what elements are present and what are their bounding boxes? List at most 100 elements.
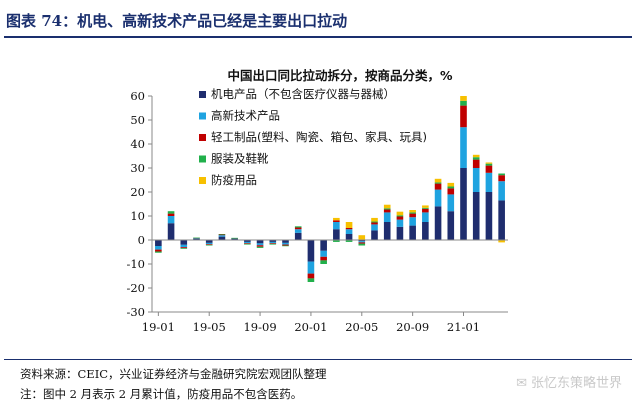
bar-segment [485,172,493,192]
bar-segment [434,178,442,183]
bars [155,96,505,282]
legend-label: 高新技术产品 [211,109,280,123]
bar-segment [205,242,213,245]
bar-segment [472,159,480,168]
bar-segment [282,242,289,245]
y-tick-label: -30 [126,305,145,319]
bar-segment [396,219,404,227]
bar-segment [383,209,391,213]
bar-segment [244,241,251,244]
bar-segment [422,212,429,222]
bar-segment [383,208,391,210]
bar-segment [193,237,200,239]
bar-segment [383,222,391,240]
bar-segment [396,211,404,216]
bar-segment [155,251,162,253]
y-tick-label: -20 [126,281,145,295]
bar-segment [218,235,226,237]
bar-segment [485,163,493,166]
bar-segment [307,273,315,279]
bar-segment [205,244,213,245]
source-note: 资料来源：CEIC，兴业证券经济与金融研究院宏观团队整理 [20,367,327,381]
y-tick-label: 60 [130,89,145,103]
bar-segment [244,243,251,245]
bar-segment [447,211,455,240]
bar-segment [320,256,327,261]
bar-segment [409,225,416,240]
bar-segment [422,205,429,208]
title-rule [4,36,632,38]
bar-segment [294,226,302,228]
bar-segment [180,248,188,249]
bar-segment [282,244,289,246]
bar-segment [434,189,442,207]
bar-segment [460,100,467,106]
bar-segment [371,221,378,223]
bar-segment [180,244,188,248]
bar-segment [205,240,213,243]
bar-segment [485,192,493,240]
bar-segment [193,238,200,240]
bar-segment [447,186,455,189]
bar-segment [371,217,378,222]
bar-segment [333,222,340,230]
legend-label: 防疫用品 [211,173,257,187]
bar-segment [307,278,315,282]
bar-segment [155,246,162,250]
bar-segment [498,173,505,176]
bar-segment [358,241,366,243]
y-tick-label: 40 [130,137,145,151]
bar-segment [307,240,315,262]
bar-segment [409,212,416,214]
bar-segment [333,220,340,222]
watermark: ✉ 张忆东策略世界 [516,372,622,391]
legend-swatch [199,177,206,184]
bar-segment [320,260,327,264]
bar-segment [333,217,340,221]
bar-segment [422,222,429,240]
bar-segment [396,215,404,217]
bar-segment [460,168,467,240]
bar-segment [256,245,264,247]
bar-segment [422,207,429,209]
stacked-bar-chart: 中国出口同比拉动拆分，按商品分类，% -30 -20 -10 0 10 20 30 40 50 6… [126,68,508,334]
bar-segment [180,247,188,249]
bar-segment [434,183,442,190]
bar-segment [447,194,455,212]
bar-segment [409,210,416,213]
bar-segment [345,228,353,230]
legend-swatch [199,134,206,141]
bar-segment [358,240,366,242]
bar-segment [345,234,353,240]
bar-segment [294,227,302,230]
y-tick-label: 30 [130,161,145,175]
bar-segment [167,213,175,216]
bar-segment [409,217,416,226]
bar-segment [256,240,264,244]
legend-label: 轻工制品(塑料、陶瓷、箱包、家具、玩具) [211,130,427,144]
bar-segment [345,229,353,234]
bar-segment [205,244,213,246]
bar-segment [409,213,416,218]
figure-title: 图表 74：机电、高新技术产品已经是主要出口拉动 [6,12,348,30]
notes: 资料来源：CEIC，兴业证券经济与金融研究院宏观团队整理 注：图中 2 月表示 … [20,364,327,404]
bar-segment [422,208,429,213]
bar-segment [358,242,366,244]
bar-segment [167,216,175,224]
y-tick-label: -10 [126,257,145,271]
wechat-icon: ✉ [516,376,527,391]
bar-segment [498,240,505,243]
bar-segment [434,182,442,184]
bar-segment [472,192,480,240]
bar-segment [383,212,391,222]
bar-segment [282,245,289,247]
bar-segment [345,240,353,242]
bar-segment [155,249,162,252]
y-tick-label: 10 [130,209,145,223]
bar-segment [434,206,442,240]
bar-segment [307,261,315,274]
x-tick-label: 19-05 [193,320,226,334]
bar-segment [460,127,467,168]
bar-segment [358,243,366,246]
bar-segment [155,240,162,246]
